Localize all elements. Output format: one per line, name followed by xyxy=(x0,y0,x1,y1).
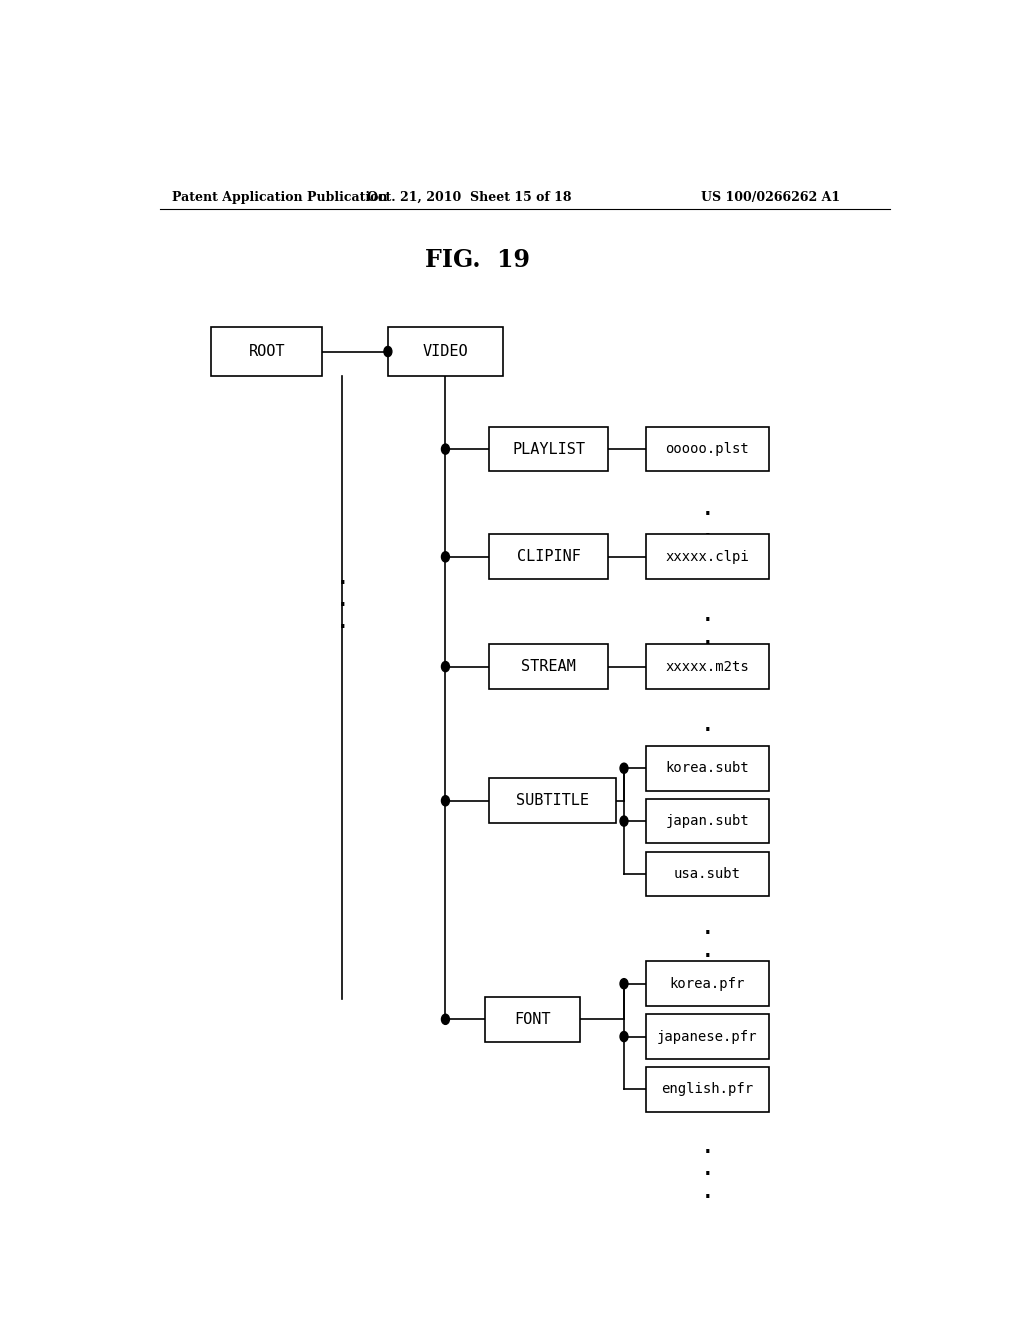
Text: japan.subt: japan.subt xyxy=(666,814,750,828)
Circle shape xyxy=(441,1014,450,1024)
Circle shape xyxy=(441,796,450,805)
Bar xyxy=(646,426,769,471)
Text: .: . xyxy=(338,561,347,590)
Text: Oct. 21, 2010  Sheet 15 of 18: Oct. 21, 2010 Sheet 15 of 18 xyxy=(367,190,571,203)
Text: .: . xyxy=(702,491,712,520)
Text: .: . xyxy=(702,708,712,737)
Text: .: . xyxy=(702,1175,712,1204)
Text: .: . xyxy=(702,911,712,940)
Bar xyxy=(646,1014,769,1059)
Bar xyxy=(489,779,616,824)
Circle shape xyxy=(621,1031,628,1041)
Text: .: . xyxy=(702,620,712,649)
Text: PLAYLIST: PLAYLIST xyxy=(512,442,585,457)
Text: english.pfr: english.pfr xyxy=(662,1082,754,1097)
Text: .: . xyxy=(338,606,347,635)
Bar xyxy=(646,799,769,843)
Circle shape xyxy=(441,661,450,672)
Circle shape xyxy=(621,763,628,774)
Text: VIDEO: VIDEO xyxy=(423,345,468,359)
Text: .: . xyxy=(338,583,347,612)
Text: .: . xyxy=(702,1152,712,1181)
Bar xyxy=(489,426,608,471)
Text: .: . xyxy=(702,598,712,627)
Bar xyxy=(388,327,503,376)
Text: korea.pfr: korea.pfr xyxy=(670,977,745,991)
Text: korea.subt: korea.subt xyxy=(666,762,750,775)
Text: .: . xyxy=(702,1130,712,1159)
Text: CLIPINF: CLIPINF xyxy=(517,549,581,565)
Circle shape xyxy=(621,978,628,989)
Text: japanese.pfr: japanese.pfr xyxy=(657,1030,758,1044)
Bar xyxy=(489,644,608,689)
Text: ROOT: ROOT xyxy=(249,345,285,359)
Bar xyxy=(646,644,769,689)
Text: STREAM: STREAM xyxy=(521,659,575,675)
Text: .: . xyxy=(702,956,712,985)
Circle shape xyxy=(621,816,628,826)
Text: US 100/0266262 A1: US 100/0266262 A1 xyxy=(701,190,841,203)
Text: FIG.  19: FIG. 19 xyxy=(425,248,529,272)
Text: .: . xyxy=(702,933,712,962)
Text: Patent Application Publication: Patent Application Publication xyxy=(172,190,387,203)
Text: .: . xyxy=(702,752,712,781)
Text: .: . xyxy=(702,536,712,565)
Bar xyxy=(489,535,608,579)
Text: xxxxx.clpi: xxxxx.clpi xyxy=(666,550,750,564)
Text: ooooo.plst: ooooo.plst xyxy=(666,442,750,457)
Circle shape xyxy=(441,552,450,562)
Bar xyxy=(646,746,769,791)
Bar xyxy=(485,997,581,1041)
Circle shape xyxy=(384,346,392,356)
Bar xyxy=(646,961,769,1006)
Text: xxxxx.m2ts: xxxxx.m2ts xyxy=(666,660,750,673)
Circle shape xyxy=(441,444,450,454)
Bar xyxy=(646,535,769,579)
Bar xyxy=(646,851,769,896)
Bar xyxy=(211,327,323,376)
Text: .: . xyxy=(702,730,712,759)
Text: FONT: FONT xyxy=(514,1012,551,1027)
Bar xyxy=(646,1067,769,1111)
Text: .: . xyxy=(702,643,712,672)
Text: .: . xyxy=(702,513,712,543)
Text: SUBTITLE: SUBTITLE xyxy=(516,793,589,808)
Text: usa.subt: usa.subt xyxy=(674,867,740,880)
